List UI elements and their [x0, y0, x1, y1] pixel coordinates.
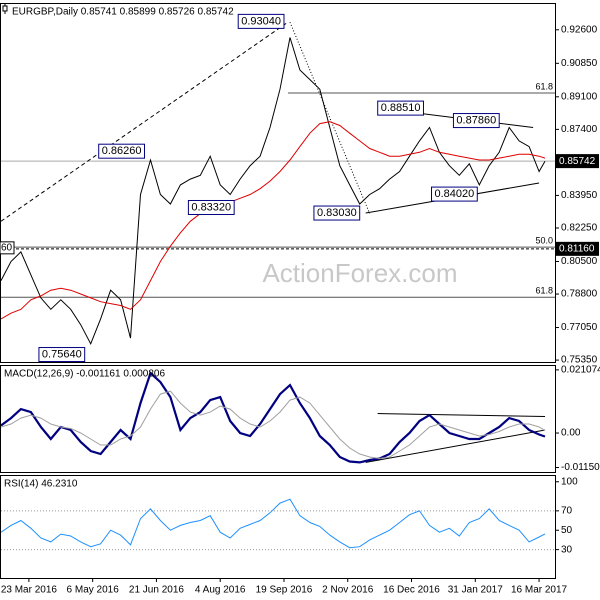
x-tick-label: 31 Jan 2017: [448, 585, 503, 596]
x-tick-label: 6 May 2016: [67, 585, 120, 596]
fib-label: 50.0: [535, 235, 553, 245]
price-label: 0.93040: [241, 15, 281, 27]
x-tick-label: 16 Mar 2017: [511, 585, 568, 596]
y-tick-label: 70: [561, 505, 573, 516]
trendline: [1, 21, 289, 222]
y-tick-label: 0.87400: [561, 124, 598, 135]
price-label: 0.88510: [381, 102, 421, 114]
series-line: [1, 371, 546, 464]
panel-frame: [0, 3, 556, 363]
y-tick-label: 0.90850: [561, 58, 598, 69]
price-label: 0.83320: [191, 201, 231, 213]
fib-label: 61.8: [535, 286, 553, 296]
y-tick-label: 0.80500: [561, 256, 598, 267]
y-tick-label: 0.78800: [561, 289, 598, 300]
x-tick-label: 4 Aug 2016: [195, 585, 246, 596]
y-tick-label: 0.89100: [561, 91, 598, 102]
x-tick-label: 16 Dec 2016: [383, 585, 440, 596]
y-tick-label: 0.021074: [561, 365, 600, 376]
x-tick-label: 2 Nov 2016: [322, 585, 374, 596]
current-price-box: [555, 154, 599, 169]
trendline: [377, 413, 546, 418]
price-label-box: [431, 186, 478, 202]
y-tick-label: 100: [561, 476, 578, 487]
price-label: 0.86260: [102, 145, 142, 157]
series-line: [1, 121, 546, 320]
watermark: ActionForex.com: [262, 258, 457, 288]
price-label: 0.75640: [42, 348, 82, 360]
y-tick-label: -0.011507: [561, 462, 600, 473]
price-label: 0.84020: [435, 188, 475, 200]
y-tick-label: 0.00: [561, 428, 581, 439]
price-label-box: [452, 113, 500, 129]
x-tick-label: 23 Mar 2016: [1, 585, 58, 596]
level-left-label: 60: [1, 242, 13, 253]
level-label: 0.81160: [559, 243, 595, 254]
series-line: [1, 37, 546, 345]
x-tick-label: 19 Sep 2016: [256, 585, 313, 596]
price-label-box: [377, 100, 424, 116]
y-tick-label: 30: [561, 544, 573, 555]
panel-frame: [0, 475, 556, 579]
price-label-box: [38, 347, 86, 362]
y-tick-label: 0.82250: [561, 223, 598, 234]
series-line: [1, 390, 546, 460]
trendline: [365, 429, 546, 463]
price-label: 0.87860: [456, 114, 496, 126]
price-label-box: [187, 199, 235, 215]
y-tick-label: 0.77050: [561, 322, 598, 333]
price-label-box: [237, 13, 285, 29]
y-tick-label: 0.75350: [561, 355, 598, 366]
price-label-box: [313, 205, 361, 221]
current-price-label: 0.85742: [559, 156, 596, 167]
y-tick-label: 0.83950: [561, 190, 598, 201]
price-label: 0.83030: [317, 207, 357, 219]
level-box: [555, 241, 599, 256]
price-label-box: [98, 143, 145, 159]
panel-title: MACD(12,26,9) -0.001161 0.000806: [4, 369, 165, 380]
panel-title: RSI(14) 46.2310: [4, 479, 78, 490]
level-left-box: [0, 241, 15, 255]
y-tick-label: 50: [561, 525, 573, 536]
fib-label: 61.8: [535, 81, 553, 91]
panel: [1, 498, 555, 551]
panel: ActionForex.com 61.8 50.0 61.8 0.93040 0.8626…: [1, 13, 555, 362]
panel: [1, 371, 546, 464]
y-tick-label: 0.92600: [561, 24, 598, 35]
panel-frame: [0, 365, 556, 473]
symbol-icon: [2, 4, 8, 14]
series-line: [1, 498, 546, 549]
x-tick-label: 21 Jun 2016: [129, 585, 184, 596]
panel-title: EURGBP,Daily 0.85741 0.85899 0.85726 0.8…: [12, 7, 234, 18]
